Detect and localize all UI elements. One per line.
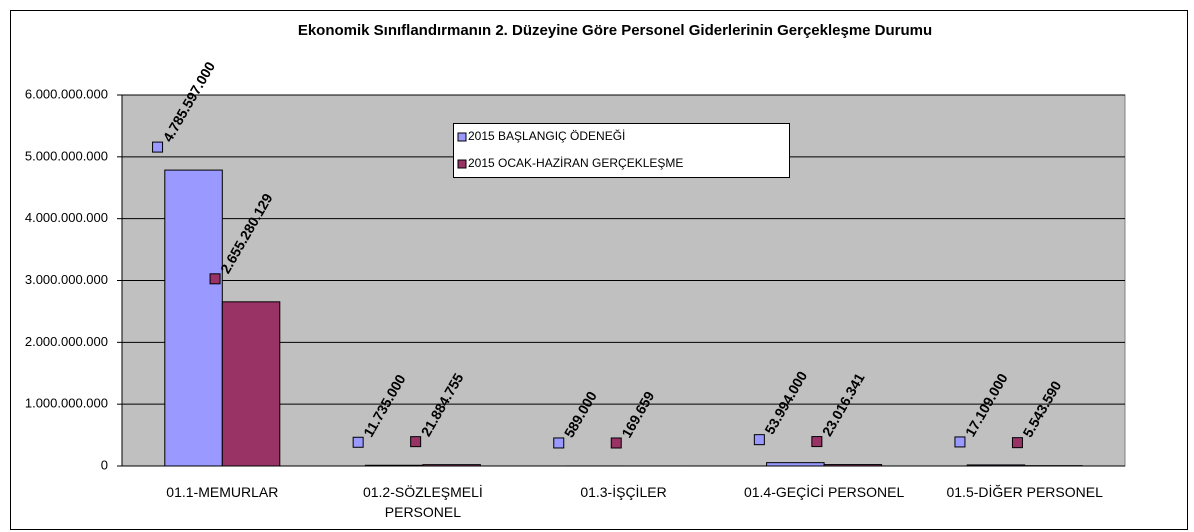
x-tick-box: 01.4-GEÇİCİ PERSONEL — [743, 484, 905, 500]
label-key — [152, 141, 164, 153]
y-tick-label: 1.000.000.000 — [25, 396, 108, 411]
label-key — [209, 273, 221, 285]
legend-box — [453, 123, 790, 178]
x-tick-box: 01.2-SÖZLEŞMELİ PERSONEL — [362, 484, 483, 520]
bar — [766, 462, 825, 467]
legend-label: 2015 BAŞLANGIÇ ÖDENEĞİ — [468, 128, 625, 143]
x-tick-box: 01.3-İŞÇİLER — [580, 484, 667, 500]
x-tick-box: 01.1-MEMURLAR — [166, 484, 279, 500]
x-tick-label: 01.1-MEMURLAR — [166, 484, 279, 500]
y-tick-label: 0 — [101, 457, 108, 472]
bar — [221, 301, 281, 467]
label-key — [410, 436, 422, 448]
y-tick-label: 2.000.000.000 — [25, 334, 108, 349]
y-tick-label: 3.000.000.000 — [25, 272, 108, 287]
label-key — [1011, 437, 1023, 449]
x-tick-box: 01.5-DİĞER PERSONEL — [946, 484, 1103, 500]
label-key — [553, 437, 565, 449]
label-key — [954, 436, 966, 448]
chart-title: Ekonomik Sınıflandırmanın 2. Düzeyine Gö… — [297, 22, 933, 39]
y-tick-label: 5.000.000.000 — [25, 148, 108, 163]
legend-key — [457, 132, 467, 142]
x-tick-label: 01.3-İŞÇİLER — [580, 484, 667, 500]
title-box: Ekonomik Sınıflandırmanın 2. Düzeyine Gö… — [297, 22, 933, 39]
label-key — [811, 436, 823, 448]
y-tick-label: 4.000.000.000 — [25, 210, 108, 225]
x-tick-label: 01.4-GEÇİCİ PERSONEL — [743, 484, 905, 500]
label-key — [352, 436, 364, 448]
legend-key — [457, 159, 467, 169]
x-tick-label: 01.5-DİĞER PERSONEL — [946, 484, 1103, 500]
x-tick-label: 01.2-SÖZLEŞMELİ PERSONEL — [362, 484, 483, 520]
y-tick-label: 6.000.000.000 — [25, 86, 108, 101]
bar — [164, 169, 223, 467]
label-key — [610, 437, 622, 449]
legend-label: 2015 OCAK-HAZİRAN GERÇEKLEŞME — [468, 156, 683, 170]
label-key — [753, 434, 765, 446]
